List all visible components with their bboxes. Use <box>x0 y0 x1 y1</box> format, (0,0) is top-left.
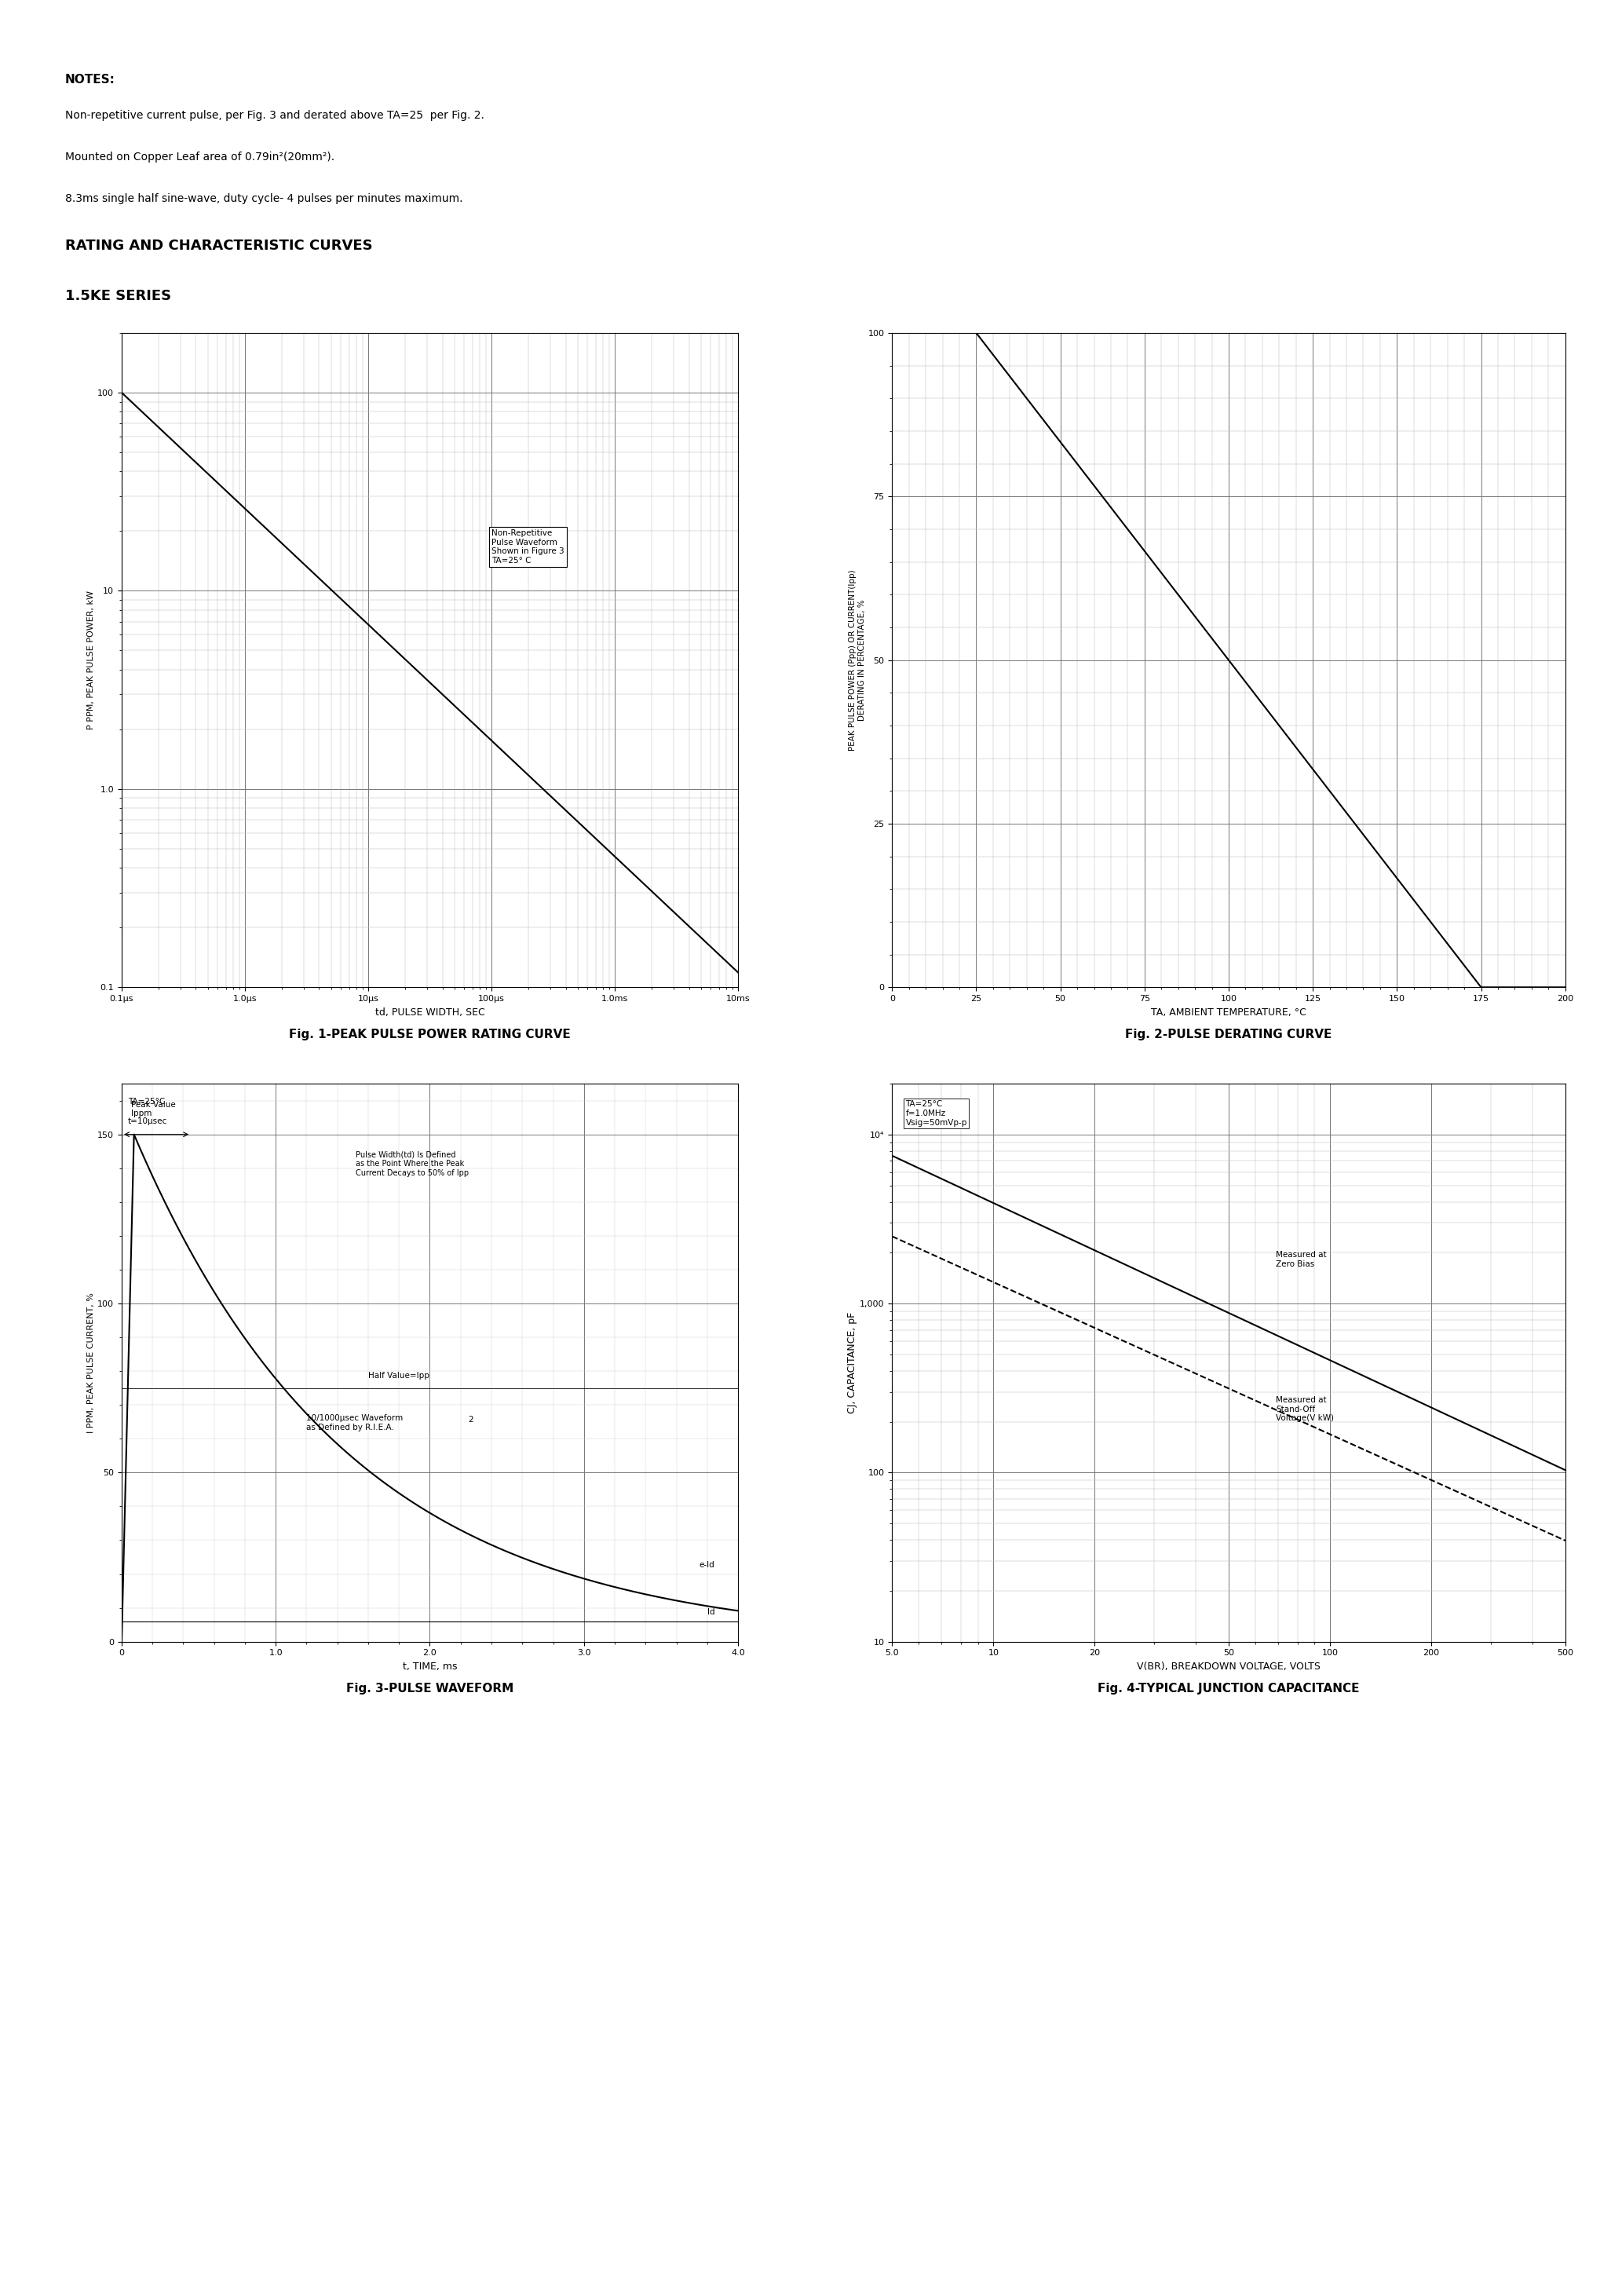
Text: Fig. 4-TYPICAL JUNCTION CAPACITANCE: Fig. 4-TYPICAL JUNCTION CAPACITANCE <box>1098 1683 1359 1694</box>
Y-axis label: I PPM, PEAK PULSE CURRENT, %: I PPM, PEAK PULSE CURRENT, % <box>88 1293 96 1433</box>
Text: Half Value=Ipp: Half Value=Ipp <box>368 1371 430 1380</box>
Text: 1.5KE SERIES: 1.5KE SERIES <box>65 289 170 303</box>
Text: Fig. 2-PULSE DERATING CURVE: Fig. 2-PULSE DERATING CURVE <box>1126 1029 1332 1040</box>
Text: NOTES:: NOTES: <box>65 73 115 85</box>
X-axis label: TA, AMBIENT TEMPERATURE, °C: TA, AMBIENT TEMPERATURE, °C <box>1152 1008 1306 1017</box>
Text: Mounted on Copper Leaf area of 0.79in²(20mm²).: Mounted on Copper Leaf area of 0.79in²(2… <box>65 152 334 163</box>
Text: Measured at
Zero Bias: Measured at Zero Bias <box>1277 1251 1327 1267</box>
Text: Non-Repetitive
Pulse Waveform
Shown in Figure 3
TA=25° C: Non-Repetitive Pulse Waveform Shown in F… <box>491 530 564 565</box>
Text: TA=25°C: TA=25°C <box>128 1097 165 1104</box>
Y-axis label: PEAK PULSE POWER (Ppp) OR CURRENT(Ipp)
DERATING IN PERCENTAGE, %: PEAK PULSE POWER (Ppp) OR CURRENT(Ipp) D… <box>848 569 866 751</box>
X-axis label: td, PULSE WIDTH, SEC: td, PULSE WIDTH, SEC <box>375 1008 485 1017</box>
Text: t=10µsec: t=10µsec <box>128 1118 167 1125</box>
Text: e-Id: e-Id <box>699 1561 715 1568</box>
X-axis label: t, TIME, ms: t, TIME, ms <box>402 1662 457 1671</box>
Text: 8.3ms single half sine-wave, duty cycle- 4 pulses per minutes maximum.: 8.3ms single half sine-wave, duty cycle-… <box>65 193 462 204</box>
Y-axis label: CJ, CAPACITANCE, pF: CJ, CAPACITANCE, pF <box>847 1311 858 1414</box>
Text: 10/1000µsec Waveform
as Defined by R.I.E.A.: 10/1000µsec Waveform as Defined by R.I.E… <box>307 1414 404 1430</box>
Text: Id: Id <box>707 1607 715 1616</box>
Text: TA=25°C
f=1.0MHz
Vsig=50mVp-p: TA=25°C f=1.0MHz Vsig=50mVp-p <box>905 1100 967 1127</box>
Text: Pulse Width(td) Is Defined
as the Point Where the Peak
Current Decays to 50% of : Pulse Width(td) Is Defined as the Point … <box>355 1150 469 1178</box>
Text: Non-repetitive current pulse, per Fig. 3 and derated above TA=25  per Fig. 2.: Non-repetitive current pulse, per Fig. 3… <box>65 110 483 122</box>
Y-axis label: P PPM, PEAK PULSE POWER, kW: P PPM, PEAK PULSE POWER, kW <box>88 590 96 730</box>
Text: Measured at
Stand-Off
Voltage(V kW): Measured at Stand-Off Voltage(V kW) <box>1277 1396 1333 1421</box>
Text: RATING AND CHARACTERISTIC CURVES: RATING AND CHARACTERISTIC CURVES <box>65 239 373 253</box>
Text: Peak Value
Ippm: Peak Value Ippm <box>131 1100 175 1118</box>
Text: Fig. 3-PULSE WAVEFORM: Fig. 3-PULSE WAVEFORM <box>345 1683 514 1694</box>
Text: 2: 2 <box>469 1417 474 1424</box>
X-axis label: V(BR), BREAKDOWN VOLTAGE, VOLTS: V(BR), BREAKDOWN VOLTAGE, VOLTS <box>1137 1662 1320 1671</box>
Text: Fig. 1-PEAK PULSE POWER RATING CURVE: Fig. 1-PEAK PULSE POWER RATING CURVE <box>289 1029 571 1040</box>
